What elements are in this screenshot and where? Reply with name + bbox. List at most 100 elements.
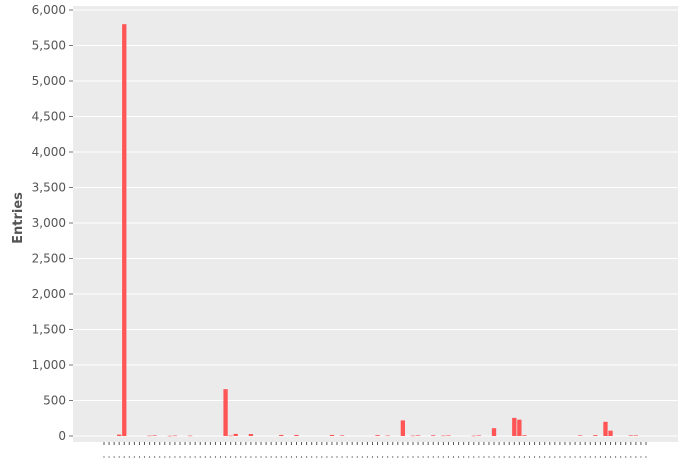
- y-axis-title: Entries: [11, 192, 26, 244]
- x-tick-label: [483, 456, 485, 458]
- x-tick-label: [427, 456, 429, 458]
- y-tick-label: 4,000: [32, 145, 66, 159]
- x-tick-label: [103, 456, 105, 458]
- x-tick-label: [189, 456, 191, 458]
- x-tick-label: [311, 456, 313, 458]
- x-tick-label: [569, 456, 571, 458]
- x-tick-label: [220, 456, 222, 458]
- x-tick-label: [204, 456, 206, 458]
- x-tick-label: [488, 456, 490, 458]
- x-tick-label: [225, 456, 227, 458]
- bar: [628, 435, 633, 436]
- x-tick-label: [402, 456, 404, 458]
- x-tick-label: [468, 456, 470, 458]
- x-tick-label: [113, 456, 115, 458]
- x-tick-label: [235, 456, 237, 458]
- x-tick-label: [508, 456, 510, 458]
- x-tick-label: [351, 456, 353, 458]
- bar: [385, 435, 390, 437]
- x-tick-label: [407, 456, 409, 458]
- x-tick-label: [275, 456, 277, 458]
- x-tick-label: [280, 456, 282, 458]
- bar: [375, 435, 380, 436]
- bar: [577, 435, 583, 436]
- x-tick-label: [493, 456, 495, 458]
- y-tick-label: 2,500: [32, 252, 66, 266]
- x-tick-label: [382, 456, 384, 458]
- x-tick-label: [564, 456, 566, 458]
- x-tick-label: [118, 456, 120, 458]
- bar: [608, 430, 613, 436]
- bar: [223, 389, 228, 436]
- y-tick-label: 4,500: [32, 110, 66, 124]
- x-tick-label: [473, 456, 475, 458]
- x-tick-label: [108, 456, 110, 458]
- x-axis-ticks: [103, 442, 647, 458]
- x-tick-label: [371, 456, 373, 458]
- x-tick-label: [437, 456, 439, 458]
- gridlines: [73, 9, 678, 437]
- x-tick-label: [377, 456, 379, 458]
- bar: [279, 434, 284, 436]
- bar: [593, 435, 598, 436]
- bar: [471, 435, 476, 437]
- y-tick-label: 1,000: [32, 358, 66, 372]
- bar: [228, 435, 233, 437]
- x-tick-label: [539, 456, 541, 458]
- x-tick-label: [255, 456, 257, 458]
- x-tick-label: [245, 456, 247, 458]
- x-tick-label: [604, 456, 606, 458]
- x-tick-label: [144, 456, 146, 458]
- x-tick-label: [128, 456, 130, 458]
- bar: [491, 428, 497, 436]
- x-tick-label: [199, 456, 201, 458]
- x-tick-label: [336, 456, 338, 458]
- y-tick-label: 500: [43, 394, 66, 408]
- x-tick-label: [498, 456, 500, 458]
- x-tick-label: [579, 456, 581, 458]
- y-axis-tick-labels: 0 500 1,000 1,500 2,000 2,500 3,000 3,500 4,000 4…: [32, 3, 73, 443]
- x-tick-label: [194, 456, 196, 458]
- bar: [446, 435, 451, 436]
- x-tick-label: [620, 456, 622, 458]
- x-tick-label: [250, 456, 252, 458]
- x-tick-label: [518, 456, 520, 458]
- y-tick-label: 1,500: [32, 323, 66, 337]
- x-tick-label: [559, 456, 561, 458]
- bars: [117, 24, 639, 437]
- x-tick-label: [295, 456, 297, 458]
- bar: [476, 435, 481, 436]
- bar: [400, 420, 406, 436]
- bar: [294, 434, 299, 436]
- x-tick-label: [290, 456, 292, 458]
- x-tick-label: [316, 456, 318, 458]
- plot-background: [73, 6, 678, 442]
- x-tick-label: [422, 456, 424, 458]
- bar: [512, 417, 517, 436]
- x-tick-label: [574, 456, 576, 458]
- bar: [410, 435, 416, 437]
- x-tick-label: [453, 456, 455, 458]
- x-tick-label: [346, 456, 348, 458]
- x-tick-label: [260, 456, 262, 458]
- x-tick-label: [356, 456, 358, 458]
- x-tick-label: [463, 456, 465, 458]
- bar: [633, 435, 639, 436]
- x-tick-label: [640, 456, 642, 458]
- x-tick-label: [230, 456, 232, 458]
- x-tick-label: [174, 456, 176, 458]
- x-tick-label: [458, 456, 460, 458]
- x-tick-label: [164, 456, 166, 458]
- bar: [339, 435, 345, 436]
- x-tick-label: [240, 456, 242, 458]
- x-tick-label: [478, 456, 480, 458]
- y-tick-label: 6,000: [32, 3, 66, 17]
- x-tick-label: [589, 456, 591, 458]
- bar: [233, 433, 238, 436]
- x-tick-label: [285, 456, 287, 458]
- bar: [603, 421, 608, 436]
- bar: [415, 435, 421, 436]
- x-tick-label: [361, 456, 363, 458]
- y-tick-label: 0: [58, 429, 66, 443]
